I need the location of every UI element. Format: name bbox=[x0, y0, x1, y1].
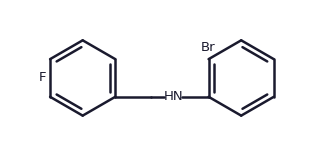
Text: HN: HN bbox=[163, 90, 183, 103]
Text: Br: Br bbox=[200, 41, 215, 54]
Text: F: F bbox=[39, 71, 46, 84]
